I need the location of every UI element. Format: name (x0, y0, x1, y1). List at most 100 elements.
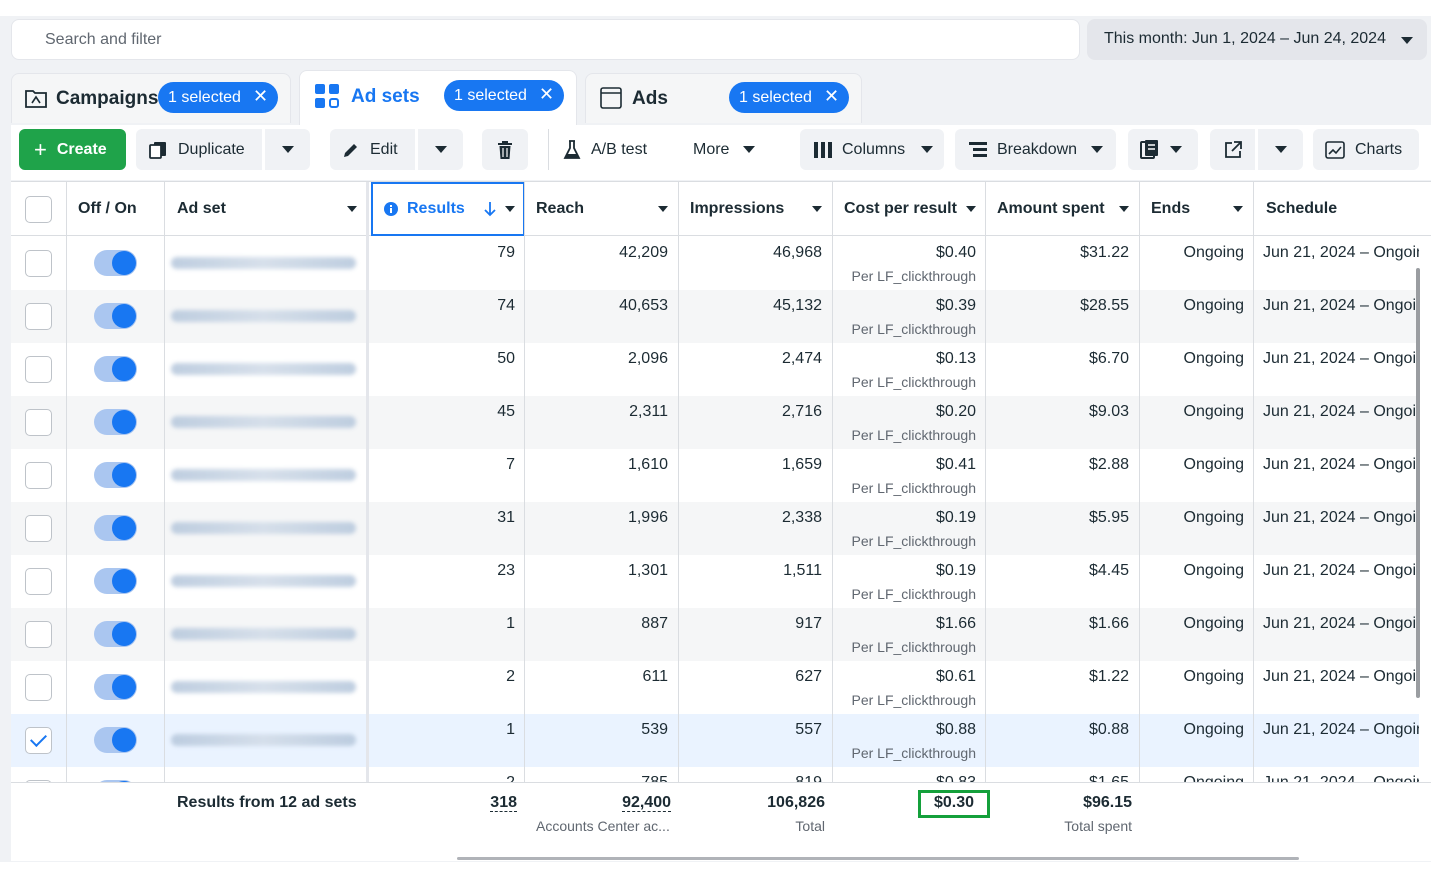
row-checkbox[interactable] (25, 462, 52, 489)
column-header-amount-spent[interactable]: Amount spent (997, 182, 1139, 236)
edit-dropdown-button[interactable] (418, 129, 463, 170)
column-header-cost-per-result[interactable]: Cost per result (844, 182, 986, 236)
plus-icon: + (34, 136, 47, 162)
search-placeholder: Search and filter (45, 31, 162, 48)
results-value: 1 (506, 721, 515, 738)
ad-set-name-redacted[interactable] (171, 522, 356, 534)
column-header-ad-set[interactable]: Ad set (177, 182, 367, 236)
column-header-impressions[interactable]: Impressions (690, 182, 832, 236)
duplicate-button[interactable]: Duplicate (136, 129, 262, 170)
row-checkbox[interactable] (25, 727, 52, 754)
search-filter-input[interactable]: Search and filter (11, 19, 1080, 60)
table-row[interactable]: 1 539 557 $0.88 Per LF_clickthrough $0.88 Ongo… (11, 714, 1419, 767)
row-checkbox[interactable] (25, 621, 52, 648)
on-off-toggle[interactable] (94, 356, 137, 382)
table-row[interactable]: 31 1,996 2,338 $0.19 Per LF_clickthrough $5.9… (11, 502, 1419, 555)
edit-button[interactable]: Edit (330, 129, 415, 170)
table-row[interactable]: 7 1,610 1,659 $0.41 Per LF_clickthrough $2.88… (11, 449, 1419, 502)
on-off-toggle[interactable] (94, 674, 137, 700)
ad-set-name-redacted[interactable] (171, 628, 356, 640)
row-checkbox[interactable] (25, 515, 52, 542)
ad-set-name-redacted[interactable] (171, 257, 356, 269)
column-header-ends[interactable]: Ends (1151, 182, 1253, 236)
results-value: 50 (497, 350, 515, 367)
columns-button[interactable]: Columns (800, 129, 944, 170)
table-row[interactable]: 79 42,209 46,968 $0.40 Per LF_clickthrough $3… (11, 237, 1419, 290)
row-checkbox[interactable] (25, 568, 52, 595)
close-icon[interactable]: ✕ (538, 84, 555, 104)
table-row[interactable]: 23 1,301 1,511 $0.19 Per LF_clickthrough $4.4… (11, 555, 1419, 608)
vertical-scrollbar[interactable] (1416, 268, 1420, 698)
impressions-value: 557 (795, 721, 822, 738)
row-checkbox[interactable] (25, 303, 52, 330)
ads-selected-pill[interactable]: 1 selected ✕ (729, 82, 850, 113)
reach-value: 1,301 (627, 562, 668, 579)
ab-test-button[interactable]: A/B test (548, 129, 668, 170)
column-divider (1253, 182, 1254, 861)
duplicate-dropdown-button[interactable] (265, 129, 310, 170)
more-button[interactable]: More (682, 129, 772, 170)
column-divider (66, 182, 67, 861)
campaigns-selected-pill[interactable]: 1 selected ✕ (158, 82, 279, 113)
on-off-toggle[interactable] (94, 409, 137, 435)
ad-set-name-redacted[interactable] (171, 416, 356, 428)
table-row[interactable]: 2 611 627 $0.61 Per LF_clickthrough $1.22 Ongo… (11, 661, 1419, 714)
table-row[interactable]: 74 40,653 45,132 $0.39 Per LF_clickthrough $2… (11, 290, 1419, 343)
tab-ads[interactable]: Ads 1 selected ✕ (585, 73, 862, 123)
column-header-schedule[interactable]: Schedule (1266, 200, 1338, 217)
chevron-down-icon (1401, 37, 1413, 44)
chevron-down-icon (658, 206, 668, 212)
tab-campaigns[interactable]: Campaigns 1 selected ✕ (11, 73, 291, 123)
table-row[interactable]: 1 887 917 $1.66 Per LF_clickthrough $1.66 Ongo… (11, 608, 1419, 661)
column-header-results[interactable]: Results (371, 182, 525, 236)
charts-button[interactable]: Charts (1313, 129, 1419, 170)
export-icon (1224, 140, 1242, 158)
impressions-value: 627 (795, 668, 822, 685)
select-all-checkbox[interactable] (25, 196, 52, 223)
schedule-value: Jun 21, 2024 – Ongoing (1263, 297, 1419, 314)
ad-set-name-redacted[interactable] (171, 734, 356, 746)
date-range-picker[interactable]: This month: Jun 1, 2024 – Jun 24, 2024 (1087, 19, 1427, 60)
ad-set-name-redacted[interactable] (171, 469, 356, 481)
on-off-toggle[interactable] (94, 462, 137, 488)
close-icon[interactable]: ✕ (252, 86, 269, 106)
export-dropdown-button[interactable] (1258, 129, 1303, 170)
delete-button[interactable] (482, 129, 528, 170)
row-checkbox[interactable] (25, 409, 52, 436)
reach-value: 1,996 (627, 509, 668, 526)
on-off-toggle[interactable] (94, 621, 137, 647)
ad-set-name-redacted[interactable] (171, 310, 356, 322)
tab-ad-sets[interactable]: Ad sets 1 selected ✕ (299, 70, 577, 125)
column-divider (985, 182, 986, 861)
export-button[interactable] (1210, 129, 1255, 170)
cost-per-result-value: $0.61 (935, 668, 976, 685)
column-header-off-on[interactable]: Off / On (78, 200, 137, 217)
on-off-toggle[interactable] (94, 568, 137, 594)
cost-per-result-note: Per LF_clickthrough (851, 427, 976, 443)
close-icon[interactable]: ✕ (823, 86, 840, 106)
column-header-reach[interactable]: Reach (536, 182, 678, 236)
on-off-toggle[interactable] (94, 303, 137, 329)
on-off-toggle[interactable] (94, 250, 137, 276)
reach-value: 887 (641, 615, 668, 632)
reports-button[interactable] (1128, 129, 1198, 170)
row-checkbox[interactable] (25, 250, 52, 277)
results-value: 2 (506, 668, 515, 685)
on-off-toggle[interactable] (94, 515, 137, 541)
table-row[interactable]: 45 2,311 2,716 $0.20 Per LF_clickthrough $9.0… (11, 396, 1419, 449)
ad-set-name-redacted[interactable] (171, 363, 356, 375)
on-off-toggle[interactable] (94, 727, 137, 753)
horizontal-scrollbar[interactable] (457, 857, 1299, 860)
ad-set-name-redacted[interactable] (171, 681, 356, 693)
highlight-box (918, 790, 990, 818)
row-checkbox[interactable] (25, 674, 52, 701)
breakdown-button[interactable]: Breakdown (955, 129, 1116, 170)
results-value: 7 (506, 456, 515, 473)
table-row[interactable]: 50 2,096 2,474 $0.13 Per LF_clickthrough $6.7… (11, 343, 1419, 396)
trash-icon (498, 140, 512, 159)
row-checkbox[interactable] (25, 356, 52, 383)
create-button[interactable]: + Create (19, 129, 126, 170)
ad-sets-selected-pill[interactable]: 1 selected ✕ (444, 80, 565, 111)
ad-set-name-redacted[interactable] (171, 575, 356, 587)
duplicate-icon (149, 141, 166, 159)
